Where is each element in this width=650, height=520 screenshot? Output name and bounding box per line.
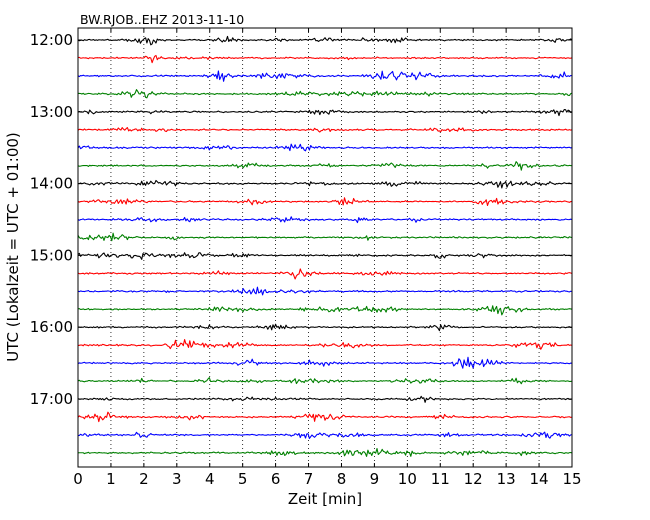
x-tick-label: 0 [73, 470, 83, 488]
trace-row [77, 216, 573, 224]
y-axis-label: UTC (Lokalzeit = UTC + 01:00) [4, 132, 22, 362]
trace-row [77, 161, 573, 171]
y-tick-label: 13:00 [30, 103, 73, 121]
x-tick-label: 6 [271, 470, 281, 488]
x-tick-label: 15 [562, 470, 581, 488]
x-axis-ticks: 0 1 2 3 4 5 6 7 8 9 10 11 12 13 14 15 [73, 28, 582, 488]
trace-row [77, 89, 573, 99]
x-tick-label: 1 [106, 470, 116, 488]
trace-row [77, 356, 573, 369]
x-tick-label: 11 [431, 470, 450, 488]
trace-row [77, 179, 573, 189]
trace-row [77, 143, 573, 152]
trace-row [77, 448, 573, 457]
trace-row [77, 109, 573, 117]
y-tick-label: 12:00 [30, 31, 73, 49]
x-tick-label: 13 [497, 470, 516, 488]
x-tick-label: 14 [530, 470, 549, 488]
chart-title: BW.RJOB..EHZ 2013-11-10 [80, 12, 244, 27]
y-tick-label: 17:00 [30, 390, 73, 408]
y-axis-ticks: 12:00 13:00 14:00 15:00 16:00 17:00 [30, 31, 572, 408]
x-tick-label: 10 [398, 470, 417, 488]
x-tick-label: 8 [337, 470, 347, 488]
trace-row [77, 54, 573, 64]
trace-row [77, 70, 573, 82]
y-tick-label: 14:00 [30, 175, 73, 193]
y-tick-label: 16:00 [30, 318, 73, 336]
x-tick-label: 4 [205, 470, 215, 488]
x-tick-label: 12 [464, 470, 483, 488]
trace-row [77, 323, 573, 332]
trace-row [77, 127, 573, 133]
trace-row [77, 339, 573, 350]
trace-row [77, 252, 573, 260]
trace-row [77, 197, 573, 207]
seismic-traces [77, 35, 573, 457]
trace-row [77, 305, 573, 316]
x-axis-label: Zeit [min] [288, 490, 362, 508]
trace-row [77, 395, 573, 403]
trace-row [77, 377, 573, 385]
plot-frame [77, 27, 573, 468]
x-tick-label: 9 [370, 470, 380, 488]
trace-row [77, 411, 573, 423]
trace-row [77, 268, 573, 280]
x-tick-label: 3 [172, 470, 182, 488]
x-tick-label: 5 [238, 470, 248, 488]
x-tick-label: 7 [304, 470, 314, 488]
trace-row [77, 286, 573, 296]
trace-row [77, 232, 573, 242]
trace-row [77, 35, 573, 46]
x-tick-label: 2 [139, 470, 149, 488]
y-tick-label: 15:00 [30, 246, 73, 264]
trace-row [77, 431, 573, 440]
